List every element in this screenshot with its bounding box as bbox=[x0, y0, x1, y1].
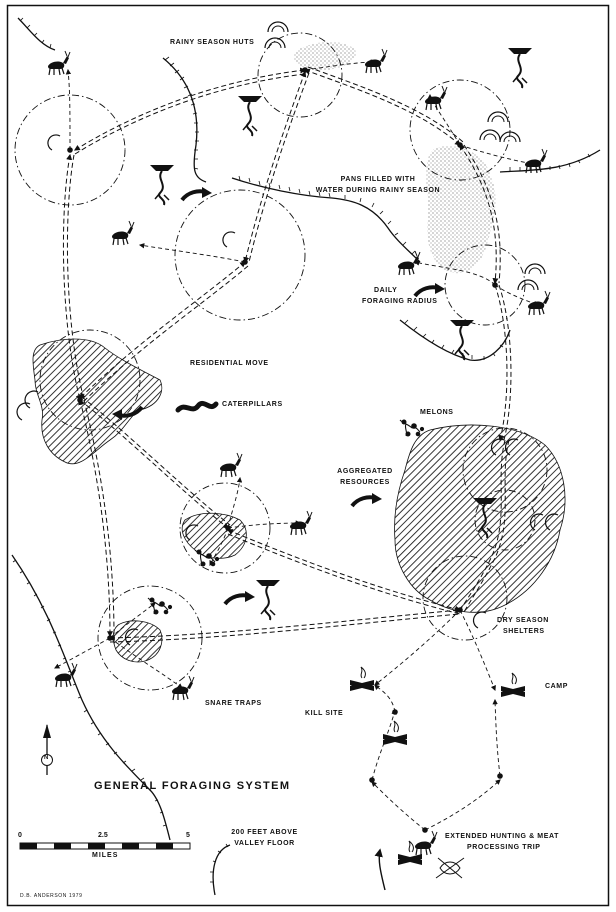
label-daily-line1: DAILY bbox=[374, 287, 398, 294]
label-extended-hunting: EXTENDED HUNTING & MEAT PROCESSING TRIP bbox=[445, 831, 559, 853]
label-dry-line2: SHELTERS bbox=[503, 628, 545, 635]
label-caterpillars: CATERPILLARS bbox=[222, 401, 283, 408]
label-pans-line1: PANS FILLED WITH bbox=[340, 176, 416, 183]
label-extended-line1: EXTENDED HUNTING & MEAT bbox=[445, 833, 560, 840]
label-daily-line2: FORAGING RADIUS bbox=[362, 298, 438, 305]
label-aggregated-resources: AGGREGATED RESOURCES bbox=[325, 466, 405, 488]
label-melons: MELONS bbox=[420, 409, 454, 416]
label-extended-line2: PROCESSING TRIP bbox=[467, 844, 541, 851]
scale-tick-5: 5 bbox=[186, 832, 190, 839]
label-aggregated-line1: AGGREGATED bbox=[337, 468, 393, 475]
scale-bar bbox=[19, 842, 191, 850]
camp-nodes bbox=[67, 67, 503, 833]
label-elevation: 200 FEET ABOVE VALLEY FLOOR bbox=[222, 827, 307, 849]
elevation-arrow bbox=[374, 848, 386, 891]
crossed-meat-icon bbox=[435, 857, 465, 879]
label-snare-traps: SNARE TRAPS bbox=[205, 700, 262, 707]
scale-tick-0: 0 bbox=[18, 832, 22, 839]
scale-unit: MILES bbox=[92, 852, 119, 859]
map-title: GENERAL FORAGING SYSTEM bbox=[94, 780, 291, 792]
label-pans: PANS FILLED WITH WATER DURING RAINY SEAS… bbox=[303, 174, 453, 196]
label-elev-line1: 200 FEET ABOVE bbox=[231, 829, 298, 836]
label-kill-site: KILL SITE bbox=[305, 710, 344, 717]
north-label: N bbox=[44, 755, 49, 761]
hut-icons bbox=[16, 21, 559, 646]
label-dry-season-shelters: DRY SEASON SHELTERS bbox=[497, 615, 549, 637]
label-aggregated-line2: RESOURCES bbox=[340, 479, 390, 486]
scale-tick-2-5: 2.5 bbox=[98, 832, 108, 839]
north-arrow-icon bbox=[41, 724, 53, 775]
label-dry-line1: DRY SEASON bbox=[497, 617, 549, 624]
label-daily-foraging-radius: DAILY FORAGING RADIUS bbox=[362, 285, 438, 307]
caterpillar-icon bbox=[175, 400, 219, 413]
residential-move-paths bbox=[62, 66, 512, 643]
melon-plant-icons bbox=[147, 418, 425, 616]
label-elev-line2: VALLEY FLOOR bbox=[234, 840, 295, 847]
credit: D.B. ANDERSON 1979 bbox=[20, 893, 83, 899]
label-pans-line2: WATER DURING RAINY SEASON bbox=[315, 187, 441, 194]
label-rainy-season-huts: RAINY SEASON HUTS bbox=[170, 39, 255, 46]
label-camp: CAMP bbox=[545, 683, 569, 690]
map-frame bbox=[6, 4, 610, 907]
label-residential-move: RESIDENTIAL MOVE bbox=[190, 360, 269, 367]
